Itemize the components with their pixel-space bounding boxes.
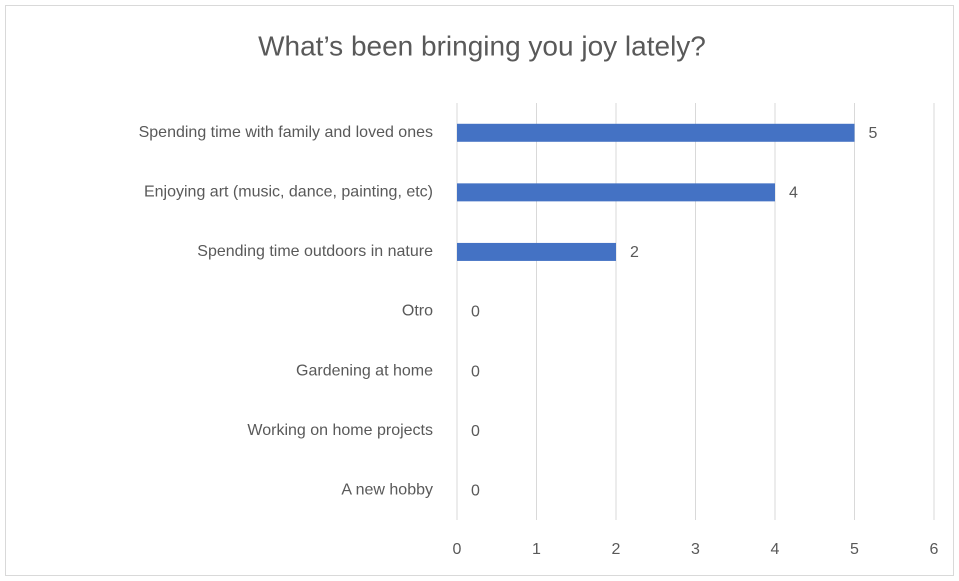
chart-border [5,5,954,576]
x-tick-label: 6 [930,541,939,558]
x-tick-label: 5 [850,541,859,558]
data-label: 4 [789,185,798,202]
data-label: 0 [471,304,480,321]
y-tick-label: Spending time outdoors in nature [197,243,433,260]
y-tick-label: A new hobby [341,481,433,498]
y-tick-label: Enjoying art (music, dance, painting, et… [144,184,433,201]
bar [457,123,855,142]
y-tick-label: Working on home projects [247,422,433,439]
x-tick-label: 1 [532,541,541,558]
chart-title: What’s been bringing you joy lately? [258,30,706,61]
bar [457,242,616,261]
data-label: 2 [630,244,639,261]
data-label: 0 [471,363,480,380]
x-tick-label: 0 [453,541,462,558]
data-label: 0 [471,482,480,499]
x-tick-label: 2 [612,541,621,558]
y-tick-label: Spending time with family and loved ones [139,124,433,141]
bar [457,183,775,202]
data-label: 0 [471,423,480,440]
y-tick-label: Otro [402,303,433,320]
x-tick-label: 4 [771,541,780,558]
y-tick-label: Gardening at home [296,362,433,379]
x-tick-label: 3 [691,541,700,558]
data-label: 5 [869,125,878,142]
